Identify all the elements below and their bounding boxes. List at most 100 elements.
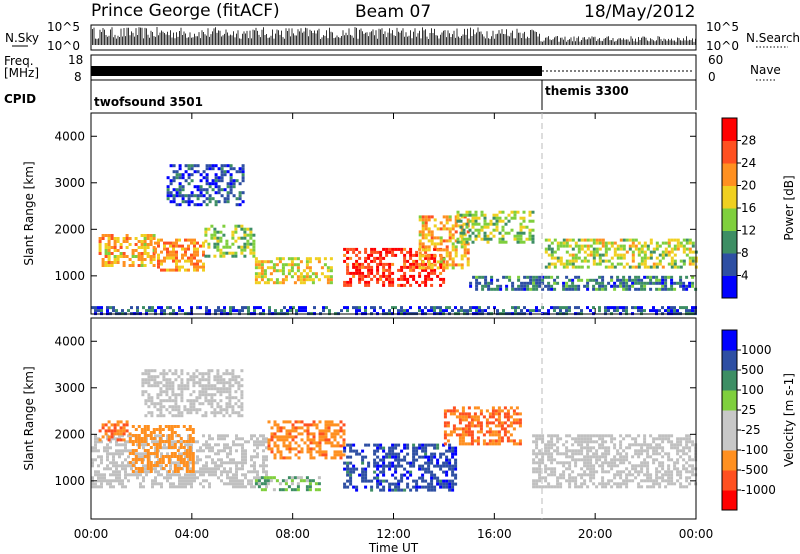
range-gate-cell	[246, 227, 250, 231]
range-gate-cell	[292, 306, 295, 310]
range-gate-cell	[373, 309, 376, 313]
range-gate-cell	[107, 264, 111, 267]
range-gate-cell	[550, 284, 554, 288]
colorbar-swatch	[722, 330, 737, 351]
range-gate-cell	[137, 440, 141, 443]
range-gate-cell	[167, 434, 171, 437]
range-gate-cell	[550, 256, 554, 260]
range-gate-cell	[388, 262, 392, 266]
range-gate-cell	[673, 287, 677, 291]
range-gate-cell	[442, 215, 446, 219]
range-gate-cell	[418, 230, 422, 234]
range-gate-cell	[442, 280, 446, 284]
range-gate-cell	[559, 262, 563, 266]
range-gate-cell	[532, 479, 536, 483]
range-gate-cell	[538, 281, 542, 285]
range-gate-cell	[498, 216, 502, 220]
range-gate-cell	[637, 281, 641, 285]
range-gate-cell	[577, 278, 581, 282]
range-gate-cell	[424, 245, 428, 249]
range-gate-cell	[175, 176, 179, 180]
range-gate-cell	[154, 309, 157, 313]
range-gate-cell	[130, 467, 133, 471]
range-gate-cell	[217, 464, 220, 468]
range-gate-cell	[463, 254, 467, 258]
range-gate-cell	[229, 191, 233, 195]
range-gate-cell	[247, 482, 250, 486]
range-gate-cell	[550, 461, 554, 465]
range-gate-cell	[329, 269, 333, 273]
range-gate-cell	[592, 434, 596, 438]
range-gate-cell	[226, 434, 229, 438]
range-gate-cell	[254, 272, 258, 276]
range-gate-cell	[342, 429, 346, 433]
range-gate-cell	[190, 256, 193, 260]
range-gate-cell	[655, 256, 659, 260]
range-gate-cell	[217, 200, 221, 204]
range-gate-cell	[454, 224, 458, 228]
range-gate-cell	[652, 247, 656, 251]
range-gate-cell	[193, 241, 196, 245]
range-gate-cell	[598, 437, 602, 441]
range-gate-cell	[565, 306, 568, 310]
y-tick-label: 3000	[54, 176, 85, 190]
range-gate-cell	[189, 402, 193, 406]
range-gate-cell	[424, 306, 427, 310]
range-gate-cell	[139, 452, 142, 456]
range-gate-cell	[436, 446, 440, 450]
range-gate-cell	[445, 254, 449, 258]
range-gate-cell	[346, 470, 350, 474]
range-gate-cell	[346, 461, 350, 465]
range-gate-cell	[592, 467, 596, 471]
range-gate-cell	[547, 455, 551, 459]
range-gate-cell	[211, 164, 215, 168]
range-gate-cell	[586, 265, 590, 269]
range-gate-cell	[592, 238, 596, 242]
range-gate-cell	[649, 281, 653, 285]
range-gate-cell	[553, 485, 557, 489]
range-gate-cell	[476, 442, 480, 446]
range-gate-cell	[100, 455, 103, 459]
range-gate-cell	[640, 443, 644, 447]
range-gate-cell	[667, 434, 671, 438]
range-gate-cell	[451, 479, 455, 483]
range-gate-cell	[505, 287, 509, 291]
range-gate-cell	[394, 306, 397, 310]
range-gate-cell	[214, 182, 218, 186]
range-gate-cell	[661, 434, 665, 438]
range-gate-cell	[565, 244, 569, 248]
range-gate-cell	[137, 240, 141, 243]
range-gate-cell	[461, 406, 465, 410]
range-gate-cell	[439, 248, 443, 252]
range-gate-cell	[308, 488, 312, 492]
range-gate-cell	[436, 461, 440, 465]
range-gate-cell	[610, 244, 614, 248]
range-gate-cell	[152, 258, 156, 261]
range-gate-cell	[321, 453, 325, 457]
colorbar-swatch	[722, 390, 737, 411]
range-gate-cell	[574, 256, 578, 260]
range-gate-cell	[421, 224, 425, 228]
range-gate-cell	[412, 262, 416, 266]
range-gate-cell	[180, 411, 184, 415]
range-gate-cell	[661, 479, 665, 483]
range-gate-cell	[220, 173, 224, 177]
range-gate-cell	[421, 230, 425, 234]
range-gate-cell	[471, 213, 475, 217]
range-gate-cell	[346, 464, 350, 468]
range-gate-cell	[195, 408, 199, 412]
range-gate-cell	[522, 231, 526, 235]
range-gate-cell	[498, 237, 502, 241]
range-gate-cell	[190, 443, 193, 447]
range-gate-cell	[127, 473, 130, 477]
range-gate-cell	[649, 434, 653, 438]
range-gate-cell	[214, 200, 218, 204]
scatter-region	[166, 164, 245, 207]
range-gate-cell	[262, 470, 265, 474]
range-gate-cell	[97, 440, 100, 444]
range-gate-cell	[163, 259, 166, 263]
range-gate-cell	[577, 434, 581, 438]
range-gate-cell	[427, 215, 431, 219]
range-gate-cell	[205, 179, 209, 183]
nsearch-tick-top: 10^5	[706, 20, 739, 34]
